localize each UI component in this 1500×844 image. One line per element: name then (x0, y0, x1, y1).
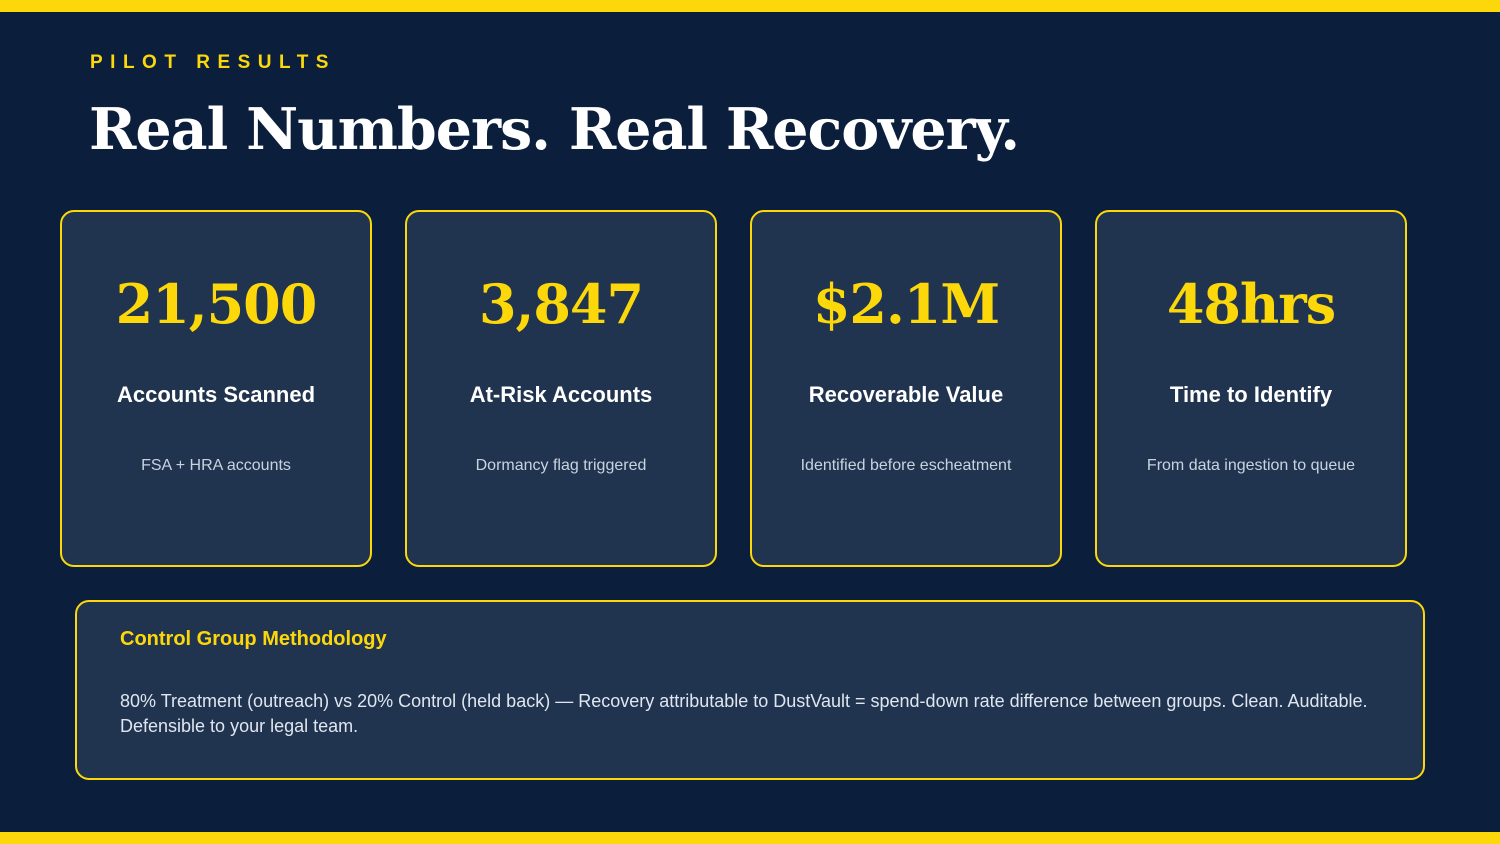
stat-description: From data ingestion to queue (1146, 457, 1356, 474)
stat-description: FSA + HRA accounts (141, 457, 291, 474)
bottom-accent-bar (0, 832, 1500, 844)
stat-description: Identified before escheatment (800, 457, 1012, 474)
methodology-panel: Control Group Methodology 80% Treatment … (75, 600, 1425, 780)
stat-value: 3,847 (478, 272, 644, 336)
stat-label: Recoverable Value (808, 382, 1004, 407)
top-accent-bar (0, 0, 1500, 12)
stat-card-at-risk-accounts: 3,847 At-Risk Accounts Dormancy flag tri… (405, 210, 717, 567)
stat-card-time-to-identify: 48hrs Time to Identify From data ingesti… (1095, 210, 1407, 567)
stat-card-accounts-scanned: 21,500 Accounts Scanned FSA + HRA accoun… (60, 210, 372, 567)
methodology-heading: Control Group Methodology (120, 628, 387, 650)
stat-label: Accounts Scanned (116, 382, 316, 407)
stat-label: At-Risk Accounts (469, 382, 653, 407)
section-eyebrow: PILOT RESULTS (90, 52, 336, 73)
slide-title: Real Numbers. Real Recovery. (89, 96, 1020, 163)
stat-label: Time to Identify (1169, 382, 1333, 407)
stat-description: Dormancy flag triggered (475, 457, 647, 474)
stat-card-recoverable-value: $2.1M Recoverable Value Identified befor… (750, 210, 1062, 567)
stat-value: $2.1M (812, 272, 1000, 336)
methodology-body: 80% Treatment (outreach) vs 20% Control … (120, 691, 1368, 736)
stat-value: 21,500 (115, 272, 318, 336)
stat-value: 48hrs (1166, 272, 1336, 336)
